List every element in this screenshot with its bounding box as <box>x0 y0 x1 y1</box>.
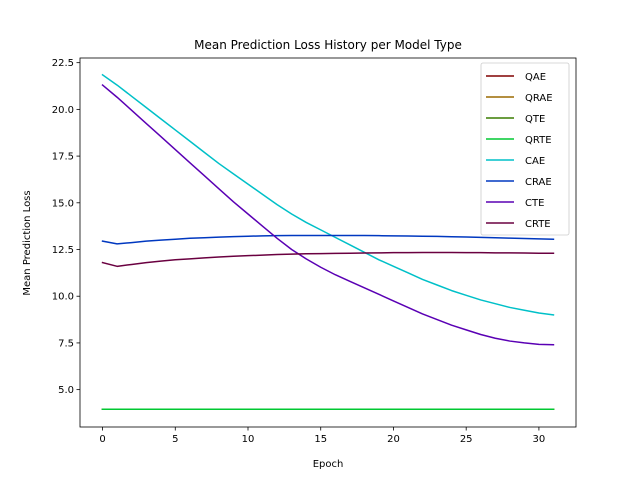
y-tick-label: 17.5 <box>52 152 74 163</box>
series-line-cae <box>101 73 555 316</box>
x-tick-label: 30 <box>533 434 546 445</box>
y-tick-label: 10.0 <box>52 292 74 303</box>
axes-frame <box>79 57 577 428</box>
series-line-cte <box>101 84 555 346</box>
legend-label: QRTE <box>525 135 552 146</box>
legend: QAE QRAE QTE QRTE CAE CRAE CTE CRTE <box>480 62 570 236</box>
y-tick-label: 12.5 <box>52 245 74 256</box>
y-tick-label: 20.0 <box>52 105 74 116</box>
chart-title: Mean Prediction Loss History per Model T… <box>194 38 462 52</box>
y-tick-label: 5.0 <box>58 385 74 396</box>
legend-label: CTE <box>525 198 544 209</box>
y-axis-label: Mean Prediction Loss <box>22 190 33 295</box>
legend-label: CRAE <box>525 177 552 188</box>
legend-label: CAE <box>525 156 545 167</box>
legend-label: QRAE <box>525 93 553 104</box>
series-line-crte <box>101 251 555 268</box>
legend-label: QAE <box>525 72 546 83</box>
y-tick-label: 22.5 <box>52 58 74 69</box>
y-tick-label: 15.0 <box>52 198 74 209</box>
legend-box <box>480 62 570 236</box>
x-tick-label: 0 <box>99 434 105 445</box>
x-tick-label: 20 <box>387 434 400 445</box>
legend-label: QTE <box>525 114 545 125</box>
x-tick-label: 5 <box>172 434 178 445</box>
plot-area: 0 5 10 15 20 25 30 5.0 7.5 10.0 12.5 15.0 17.5 20.0 22… <box>52 57 577 445</box>
x-tick-label: 10 <box>242 434 255 445</box>
y-tick-label: 7.5 <box>58 338 74 349</box>
legend-label: CRTE <box>525 219 551 230</box>
x-axis-label: Epoch <box>313 459 344 470</box>
x-tick-label: 25 <box>460 434 473 445</box>
series-line-crae <box>101 234 555 245</box>
x-tick-label: 15 <box>314 434 327 445</box>
